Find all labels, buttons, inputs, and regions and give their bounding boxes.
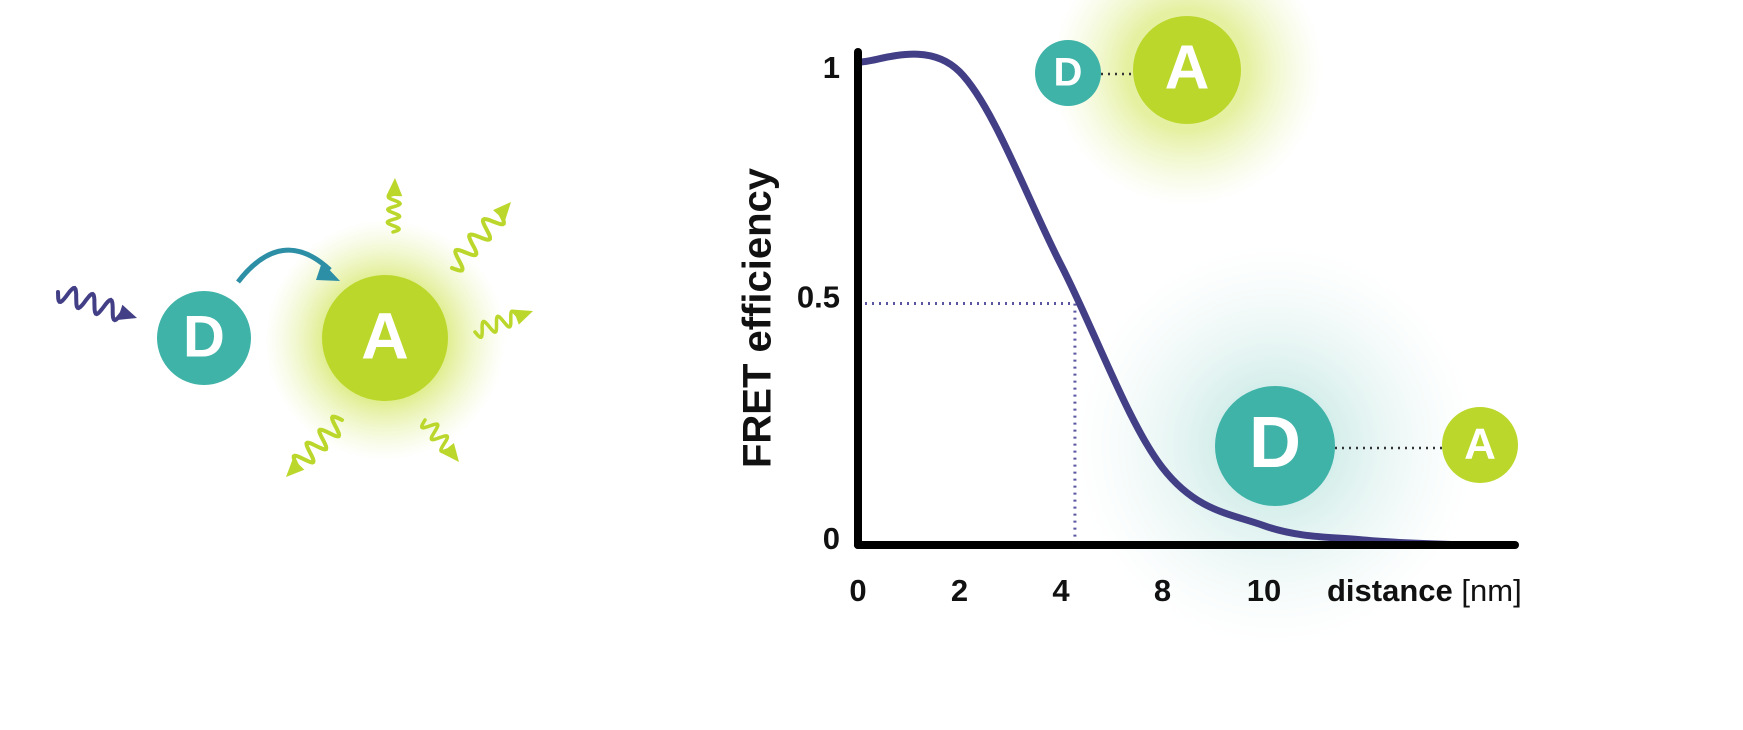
- wave-arrow: [450, 211, 506, 273]
- wave-arrow: [473, 309, 520, 340]
- arrowhead: [286, 458, 305, 477]
- x-unit: [nm]: [1461, 573, 1521, 608]
- arrowhead: [117, 304, 137, 320]
- x-tick-label: 4: [1052, 573, 1070, 608]
- x-tick-label: 10: [1247, 573, 1281, 608]
- acceptor-circle: [322, 275, 448, 401]
- x-tick-label: 2: [951, 573, 968, 608]
- y-tick-label: 0.5: [797, 280, 840, 315]
- donor-circle: [1215, 386, 1335, 506]
- acceptor-circle: [1133, 16, 1241, 124]
- arrowhead: [493, 202, 511, 221]
- donor-label: D: [183, 304, 225, 369]
- x-axis-label: distance [nm]: [1327, 573, 1522, 608]
- half-guide: [858, 302, 1077, 545]
- arrowhead: [316, 262, 340, 281]
- x-tick-label: 0: [849, 573, 866, 608]
- acceptor-label: A: [361, 298, 409, 372]
- arrowhead: [513, 309, 533, 325]
- x-tick-label: 8: [1154, 573, 1171, 608]
- y-tick-label: 0: [823, 521, 840, 556]
- transfer-arrow: [236, 247, 332, 284]
- y-tick-label: 1: [823, 50, 840, 85]
- wave-arrow: [419, 418, 451, 454]
- donor-circle: [157, 291, 251, 385]
- x-label: distance: [1327, 573, 1453, 608]
- wave-arrow: [291, 414, 344, 468]
- acceptor-circle: [1442, 407, 1518, 483]
- fret-curve: [854, 50, 1519, 549]
- acceptor-label: A: [1464, 420, 1496, 469]
- arrowhead: [441, 442, 459, 462]
- arrowhead: [386, 178, 403, 197]
- y-axis-label: FRET efficiency: [736, 167, 780, 468]
- wave-arrow: [56, 285, 124, 323]
- donor-label: D: [1249, 403, 1301, 483]
- donor-label: D: [1054, 51, 1083, 95]
- acceptor-label: A: [1165, 33, 1210, 102]
- wave-arrow: [385, 192, 403, 234]
- donor-circle: [1035, 40, 1101, 106]
